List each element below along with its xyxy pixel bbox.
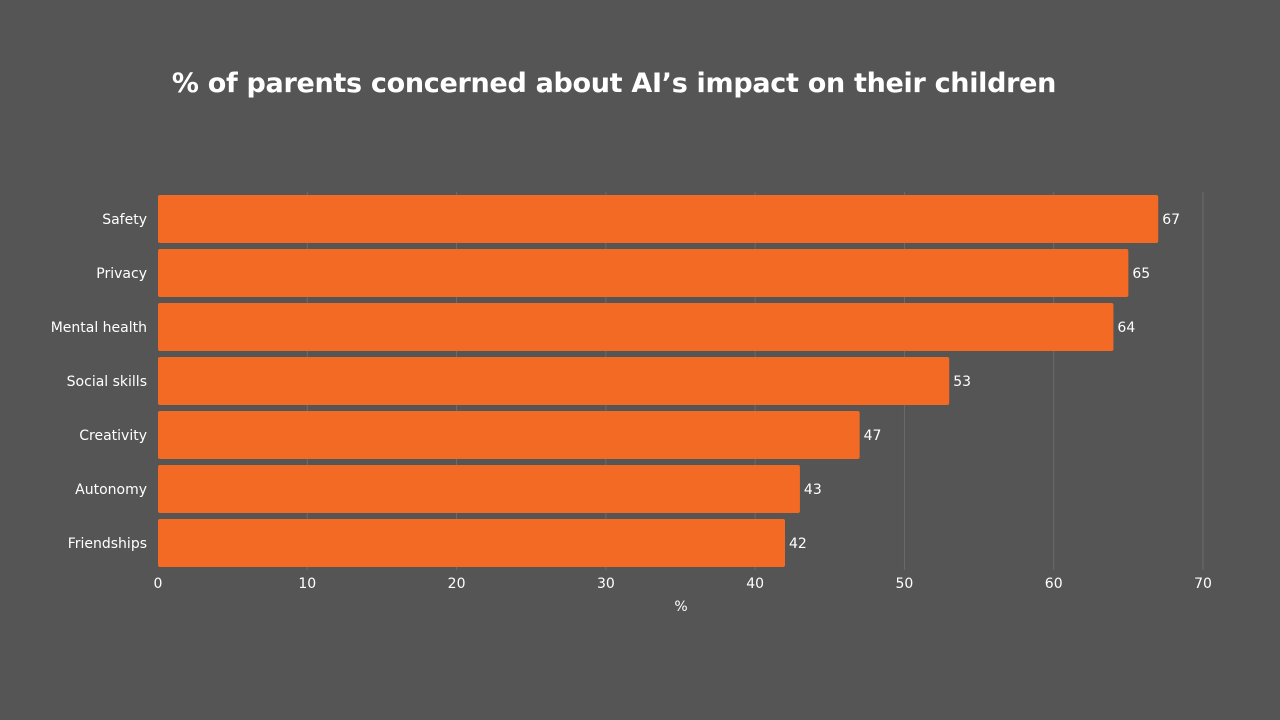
x-tick-labels: 0 10 20 30 40 50 60 70 <box>154 576 1212 592</box>
bar-value-label: 47 <box>864 428 882 444</box>
x-tick-label: 70 <box>1194 576 1212 592</box>
bar-value-label: 42 <box>789 536 807 552</box>
category-label: Safety <box>102 212 147 228</box>
bar <box>158 519 785 567</box>
category-label: Mental health <box>51 320 147 336</box>
bar-value-label: 65 <box>1132 266 1150 282</box>
category-labels: Safety Privacy Mental health Social skills C… <box>51 212 147 552</box>
x-tick-label: 10 <box>298 576 316 592</box>
bar <box>158 195 1159 243</box>
bar-value-label: 53 <box>953 374 971 390</box>
x-tick-label: 50 <box>896 576 914 592</box>
category-label: Social skills <box>67 374 147 390</box>
data-labels: 67 65 64 53 47 43 42 <box>789 212 1180 552</box>
category-label: Friendships <box>68 536 147 552</box>
bar <box>158 249 1129 297</box>
category-label: Privacy <box>96 266 147 282</box>
bar <box>158 465 800 513</box>
bar-value-label: 64 <box>1117 320 1135 336</box>
bar <box>158 411 860 459</box>
x-tick-label: 30 <box>597 576 615 592</box>
bars <box>158 195 1159 567</box>
bar-value-label: 67 <box>1162 212 1180 228</box>
bar <box>158 357 950 405</box>
category-label: Autonomy <box>75 482 147 498</box>
chart-title: % of parents concerned about AI’s impact… <box>171 68 1057 99</box>
x-tick-label: 20 <box>448 576 466 592</box>
bar-value-label: 43 <box>804 482 822 498</box>
x-tick-label: 60 <box>1045 576 1063 592</box>
x-axis-label: % <box>674 599 687 615</box>
category-label: Creativity <box>79 428 147 444</box>
x-tick-label: 0 <box>154 576 163 592</box>
x-tick-label: 40 <box>746 576 764 592</box>
bar <box>158 303 1114 351</box>
